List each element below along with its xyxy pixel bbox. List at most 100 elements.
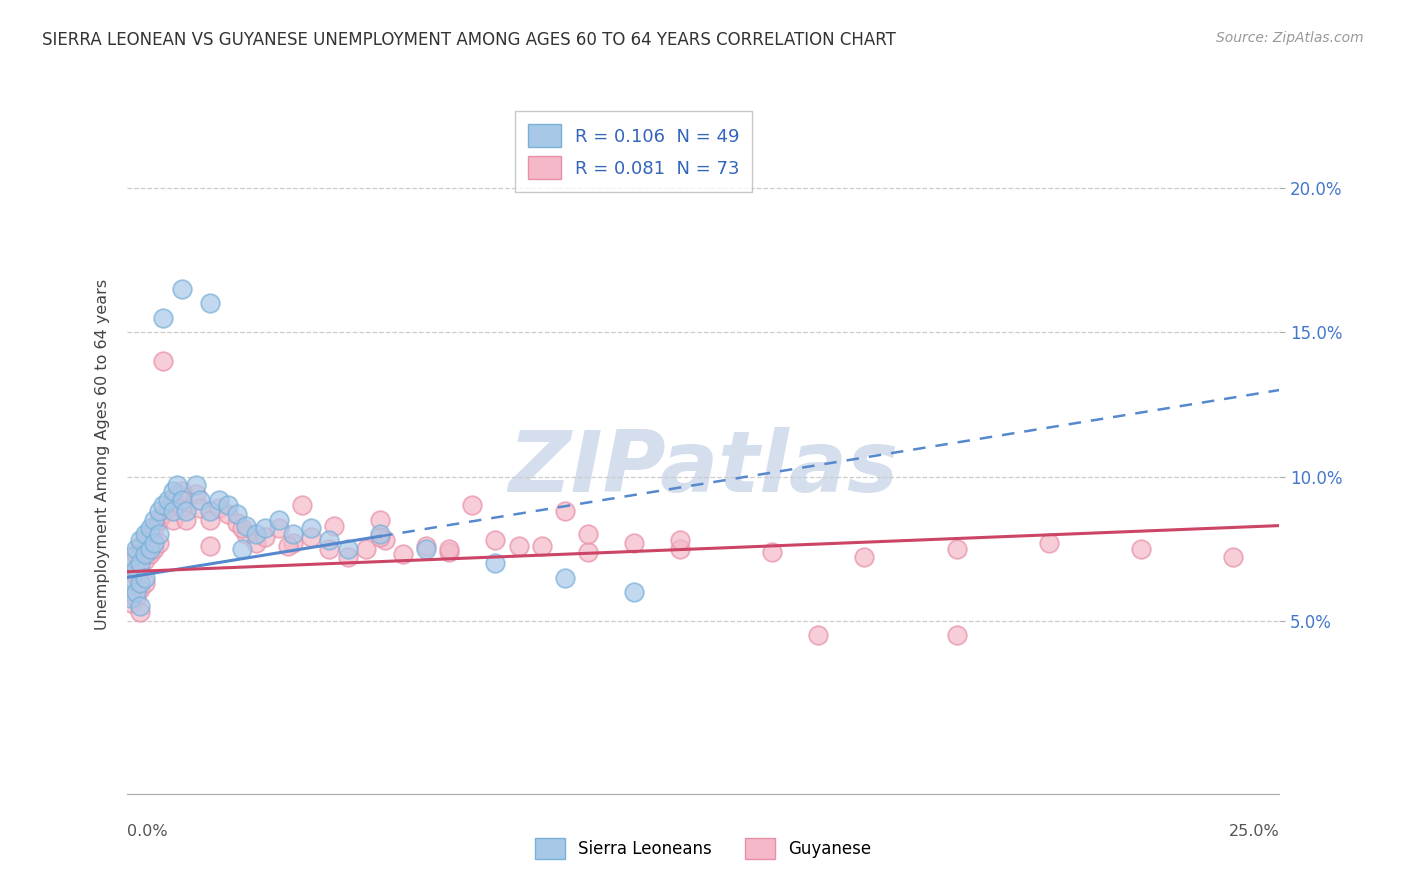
Point <box>176 504 198 518</box>
Point <box>415 541 437 556</box>
Point <box>1222 550 1244 565</box>
Point <box>170 483 193 498</box>
Point <box>439 544 461 558</box>
Point <box>217 499 239 513</box>
Point <box>138 548 160 562</box>
Point <box>226 507 249 521</box>
Point <box>299 521 322 535</box>
Point <box>143 541 166 556</box>
Point <box>245 527 267 541</box>
Point <box>129 562 152 576</box>
Point <box>291 499 314 513</box>
Point <box>323 518 346 533</box>
Point <box>761 544 783 558</box>
Point <box>170 282 193 296</box>
Point <box>554 504 576 518</box>
Text: Source: ZipAtlas.com: Source: ZipAtlas.com <box>1216 31 1364 45</box>
Point <box>623 536 645 550</box>
Legend: Sierra Leoneans, Guyanese: Sierra Leoneans, Guyanese <box>527 831 879 866</box>
Point <box>508 539 530 553</box>
Legend: R = 0.106  N = 49, R = 0.081  N = 73: R = 0.106 N = 49, R = 0.081 N = 73 <box>516 112 752 192</box>
Point <box>318 541 340 556</box>
Point <box>945 628 967 642</box>
Point <box>125 562 148 576</box>
Point <box>134 553 156 567</box>
Point <box>208 492 231 507</box>
Text: 25.0%: 25.0% <box>1229 824 1279 838</box>
Point <box>669 541 692 556</box>
Point <box>152 499 174 513</box>
Point <box>198 296 221 310</box>
Point <box>120 556 142 570</box>
Point <box>299 530 322 544</box>
Point <box>129 556 152 570</box>
Text: 0.0%: 0.0% <box>127 824 167 838</box>
Point <box>148 513 170 527</box>
Point <box>176 513 198 527</box>
Point <box>152 507 174 521</box>
Point <box>162 513 184 527</box>
Point <box>170 501 193 516</box>
Point <box>134 576 156 591</box>
Point <box>125 567 148 582</box>
Point <box>143 513 166 527</box>
Point <box>576 527 599 541</box>
Point <box>134 570 156 584</box>
Point <box>281 536 304 550</box>
Point <box>152 354 174 368</box>
Point <box>235 527 257 541</box>
Point <box>166 478 188 492</box>
Point <box>198 539 221 553</box>
Point <box>368 530 391 544</box>
Point <box>231 521 253 535</box>
Point <box>415 539 437 553</box>
Point <box>368 527 391 541</box>
Y-axis label: Unemployment Among Ages 60 to 64 years: Unemployment Among Ages 60 to 64 years <box>94 279 110 631</box>
Point <box>253 530 276 544</box>
Point <box>134 533 156 547</box>
Point <box>484 556 506 570</box>
Point <box>1130 541 1153 556</box>
Point <box>208 501 231 516</box>
Text: ZIPatlas: ZIPatlas <box>508 427 898 510</box>
Point <box>188 501 211 516</box>
Point <box>148 504 170 518</box>
Point <box>184 487 207 501</box>
Point <box>157 501 180 516</box>
Point <box>125 541 148 556</box>
Point <box>138 521 160 535</box>
Point <box>134 527 156 541</box>
Point <box>318 533 340 547</box>
Point <box>120 570 142 584</box>
Point <box>162 504 184 518</box>
Point <box>143 536 166 550</box>
Point <box>277 539 299 553</box>
Point <box>267 521 290 535</box>
Point <box>138 541 160 556</box>
Point <box>281 527 304 541</box>
Point <box>170 492 193 507</box>
Point <box>134 548 156 562</box>
Point <box>148 536 170 550</box>
Point <box>374 533 396 547</box>
Point <box>125 585 148 599</box>
Point <box>198 504 221 518</box>
Point <box>1038 536 1060 550</box>
Point <box>188 492 211 507</box>
Point <box>554 570 576 584</box>
Point <box>120 576 142 591</box>
Point <box>336 550 359 565</box>
Point <box>162 492 184 507</box>
Point <box>623 585 645 599</box>
Point <box>530 539 553 553</box>
Point <box>129 599 152 614</box>
Point <box>392 548 415 562</box>
Point <box>217 507 239 521</box>
Point <box>129 576 152 591</box>
Point <box>807 628 830 642</box>
Point <box>129 605 152 619</box>
Point <box>198 513 221 527</box>
Point <box>129 539 152 553</box>
Point <box>231 541 253 556</box>
Point <box>120 597 142 611</box>
